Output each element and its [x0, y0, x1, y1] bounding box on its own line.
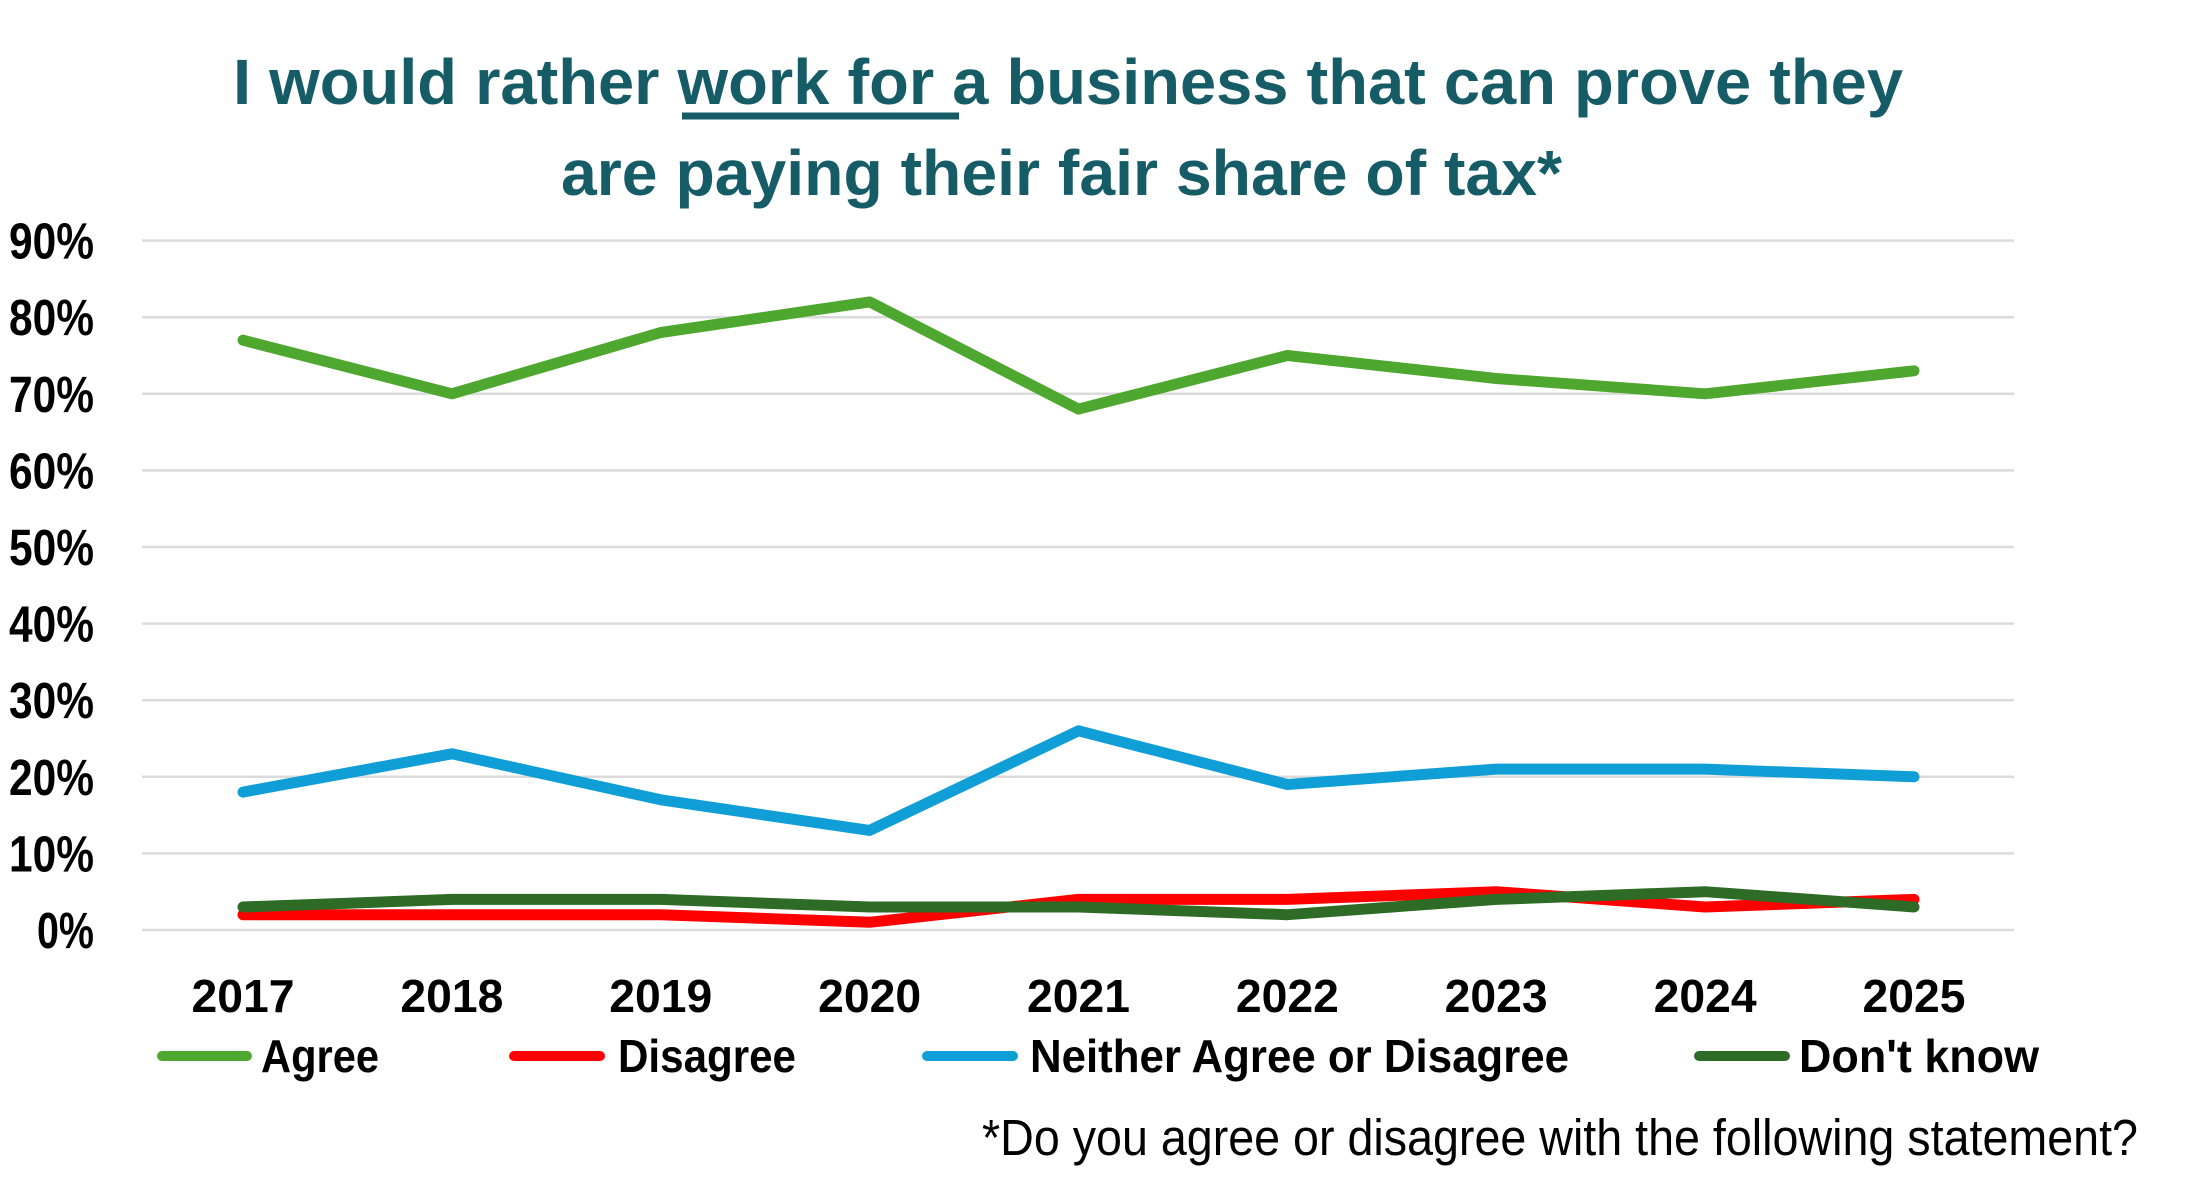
svg-text:are paying their fair share of: are paying their fair share of tax*: [561, 137, 1562, 209]
svg-text:2017: 2017: [192, 970, 295, 1022]
svg-text:80%: 80%: [9, 289, 94, 346]
svg-text:2019: 2019: [609, 970, 712, 1022]
svg-text:2022: 2022: [1236, 970, 1339, 1022]
svg-text:2021: 2021: [1027, 970, 1130, 1022]
svg-text:30%: 30%: [9, 672, 94, 729]
svg-text:*Do you agree or disagree with: *Do you agree or disagree with the follo…: [982, 1109, 2138, 1166]
svg-text:10%: 10%: [9, 825, 94, 882]
svg-text:2018: 2018: [400, 970, 503, 1022]
svg-text:90%: 90%: [9, 213, 94, 270]
svg-text:I would rather work for a busi: I would rather work for a business that …: [233, 46, 1903, 118]
svg-text:Neither Agree or Disagree: Neither Agree or Disagree: [1030, 1030, 1569, 1082]
svg-text:50%: 50%: [9, 519, 94, 576]
svg-text:20%: 20%: [9, 749, 94, 806]
svg-text:40%: 40%: [9, 596, 94, 653]
svg-text:Agree: Agree: [261, 1030, 379, 1082]
svg-text:2023: 2023: [1445, 970, 1548, 1022]
svg-text:60%: 60%: [9, 442, 94, 499]
svg-text:2024: 2024: [1654, 970, 1757, 1022]
svg-text:Disagree: Disagree: [618, 1030, 796, 1082]
svg-text:70%: 70%: [9, 366, 94, 423]
svg-text:2025: 2025: [1863, 970, 1966, 1022]
svg-text:0%: 0%: [37, 902, 94, 959]
svg-text:2020: 2020: [818, 970, 921, 1022]
svg-text:Don't know: Don't know: [1799, 1030, 2039, 1082]
